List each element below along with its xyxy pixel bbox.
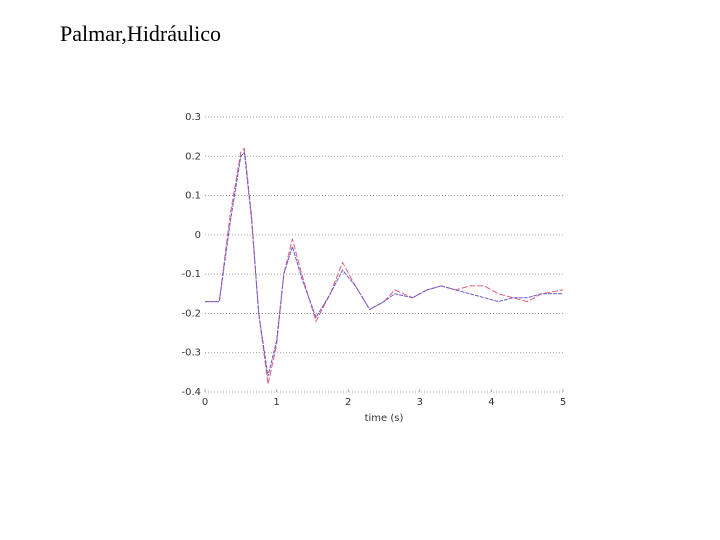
y-tick-label: 0.3 [185,112,201,123]
y-tick-label: 0 [195,230,201,241]
y-tick-label: -0.4 [181,387,201,398]
x-tick-label: 5 [560,397,566,408]
x-tick-label: 4 [488,397,494,408]
series-line [205,151,563,377]
y-tick-label: 0.2 [185,151,201,162]
y-tick-label: -0.3 [181,348,201,359]
x-tick-label: 3 [417,397,423,408]
y-tick-label: -0.1 [181,269,201,280]
x-tick-label: 0 [202,397,208,408]
x-axis-label: time (s) [365,413,404,424]
y-tick-label: -0.2 [181,308,201,319]
slide-title: Palmar,Hidráulico [60,21,221,46]
x-tick-label: 1 [273,397,279,408]
x-tick-label: 2 [345,397,351,408]
y-tick-label: 0.1 [185,191,201,202]
